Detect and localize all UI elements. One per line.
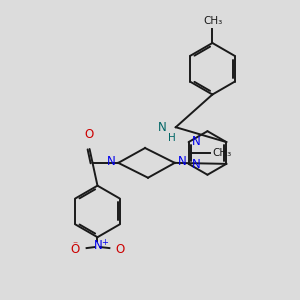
Text: O: O [84,128,93,141]
Text: N: N [94,238,103,252]
Text: CH₃: CH₃ [212,148,232,158]
Text: O: O [70,243,80,256]
Text: N: N [178,155,187,168]
Text: CH₃: CH₃ [204,16,223,26]
Text: N: N [106,155,115,168]
Text: N: N [192,135,200,148]
Text: N: N [158,121,167,134]
Text: N: N [192,158,200,171]
Text: ⁻: ⁻ [72,240,77,250]
Text: H: H [168,133,176,143]
Text: O: O [115,243,124,256]
Text: +: + [101,238,108,247]
